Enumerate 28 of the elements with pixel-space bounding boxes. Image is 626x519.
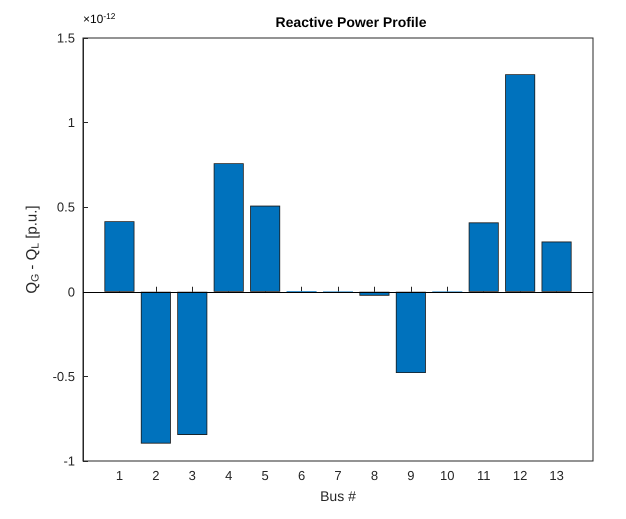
bar: [468, 222, 499, 292]
x-tick-label: 9: [407, 468, 414, 483]
y-tick-label: -1: [63, 454, 75, 468]
x-tick-label: 4: [225, 468, 232, 483]
y-axis-title: QG - QL [p.u.]: [23, 205, 42, 294]
chart-title: Reactive Power Profile: [276, 14, 427, 30]
y-tick-label: 1: [68, 115, 75, 130]
y-tick-label: -0.5: [52, 368, 75, 384]
x-tick-label: 1: [116, 468, 124, 483]
y-tick-label: 0: [68, 284, 75, 300]
x-tick-label: 7: [334, 468, 342, 483]
bar: [542, 242, 572, 292]
x-axis-title: Bus #: [320, 488, 356, 504]
x-tick-label: 5: [262, 468, 269, 483]
x-tick-label: 11: [476, 468, 490, 483]
bar: [505, 74, 536, 292]
x-tick-label: 8: [370, 468, 378, 483]
bar: [214, 163, 244, 292]
x-tick-label: 13: [549, 468, 564, 483]
y-tick-label: 1.5: [56, 30, 75, 46]
bar: [104, 221, 134, 292]
x-tick-label: 2: [152, 468, 160, 483]
x-tick-label: 3: [188, 468, 196, 483]
bar: [250, 206, 280, 292]
y-tick-label: 0.5: [56, 200, 75, 215]
x-tick-label: 6: [298, 468, 306, 483]
x-tick-label: 10: [440, 468, 455, 483]
x-tick-label: 12: [512, 468, 528, 483]
